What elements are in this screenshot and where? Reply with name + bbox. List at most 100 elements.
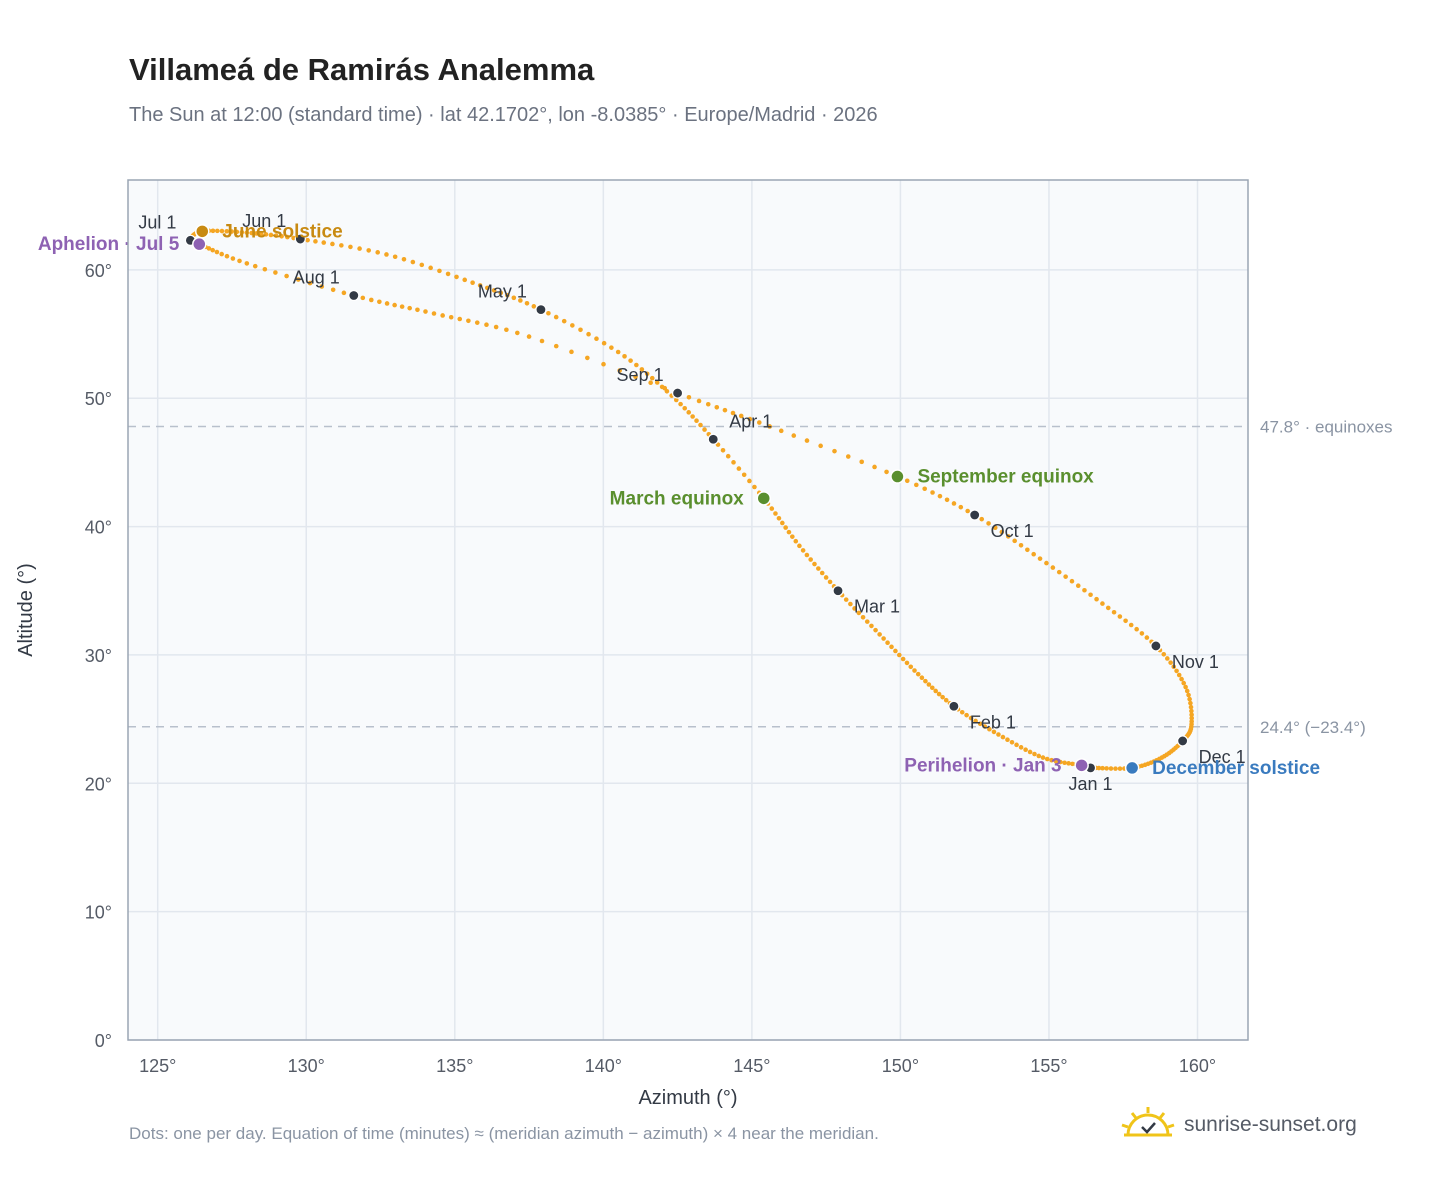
month-marker <box>948 700 960 712</box>
daily-sun-dot <box>1066 761 1071 766</box>
y-tick-label: 50° <box>85 389 112 409</box>
daily-sun-dot <box>923 678 928 684</box>
daily-sun-dot <box>219 251 224 257</box>
y-tick-label: 10° <box>85 903 112 923</box>
daily-sun-dot <box>904 660 910 666</box>
month-marker <box>832 585 844 597</box>
daily-sun-dot <box>869 623 874 629</box>
daily-sun-dot <box>1188 700 1193 706</box>
event-marker <box>192 236 207 252</box>
daily-sun-dot <box>214 249 220 255</box>
month-label: Mar 1 <box>854 597 900 617</box>
daily-sun-dot <box>864 619 870 624</box>
daily-sun-dot <box>1009 740 1015 745</box>
daily-sun-dot <box>1161 651 1167 657</box>
plot-frame <box>127 179 1249 1041</box>
daily-sun-dot <box>493 324 499 330</box>
x-tick-label: 145° <box>733 1056 770 1076</box>
daily-sun-dot <box>893 648 898 654</box>
daily-sun-dot <box>617 368 622 373</box>
daily-sun-dot <box>423 309 428 314</box>
x-tick-label: 140° <box>585 1056 622 1076</box>
daily-sun-dot <box>1005 534 1011 539</box>
daily-sun-dot <box>977 721 983 727</box>
daily-sun-dot <box>987 726 992 732</box>
daily-sun-dot <box>263 232 269 237</box>
y-tick-label: 40° <box>85 518 112 538</box>
daily-sun-dot <box>219 228 225 234</box>
daily-sun-dot <box>1100 765 1105 771</box>
daily-sun-dot <box>445 271 451 277</box>
daily-sun-dot <box>615 349 621 355</box>
daily-sun-dot <box>1053 758 1059 764</box>
daily-sun-dot <box>410 259 416 265</box>
daily-sun-dot <box>244 261 250 266</box>
daily-sun-dot <box>860 614 866 620</box>
daily-sun-dot <box>339 243 344 248</box>
daily-sun-dot <box>484 322 489 328</box>
daily-sun-dot <box>1111 609 1117 615</box>
daily-sun-dot <box>996 732 1001 737</box>
x-tick-label: 130° <box>288 1056 325 1076</box>
daily-sun-dot <box>437 268 442 274</box>
daily-sun-dot <box>736 466 742 471</box>
daily-sun-dot <box>1189 715 1194 721</box>
daily-sun-dot <box>518 298 523 303</box>
daily-sun-dot <box>929 685 935 691</box>
month-label: Jun 1 <box>242 211 286 231</box>
daily-sun-dot <box>622 354 627 359</box>
daily-sun-dot <box>1100 601 1105 606</box>
daily-sun-dot <box>731 460 736 465</box>
daily-sun-dot <box>804 438 810 443</box>
x-axis-label: Azimuth (°) <box>638 1087 737 1109</box>
daily-sun-dot <box>1168 660 1173 665</box>
daily-sun-dot <box>752 484 757 490</box>
daily-sun-dot <box>1044 756 1050 762</box>
daily-sun-dot <box>973 718 978 724</box>
daily-sun-dot <box>237 258 242 264</box>
daily-sun-dot <box>816 566 821 571</box>
daily-sun-dot <box>1082 587 1087 593</box>
daily-sun-dot <box>628 358 633 363</box>
daily-sun-dot <box>474 320 480 325</box>
y-axis-label: Altitude (°) <box>15 563 37 657</box>
daily-sun-dot <box>546 310 551 316</box>
event-markers: June solstice December solstice March equi… <box>38 221 1320 779</box>
daily-sun-dot <box>738 413 744 419</box>
daily-sun-dot <box>392 254 398 260</box>
axis-ticks: 125° 130° 135° 140° 145° 150° 155° 160° 0° 10° 20°… <box>85 261 1216 1076</box>
daily-sun-dot <box>900 656 906 662</box>
daily-sun-dot <box>889 644 894 650</box>
daily-sun-dot <box>234 229 240 235</box>
daily-sun-dot <box>769 506 775 511</box>
chart-subtitle: The Sun at 12:00 (standard time) · lat 4… <box>129 104 878 126</box>
daily-sun-dot <box>884 469 889 475</box>
daily-sun-dot <box>330 241 335 247</box>
daily-sun-dot <box>368 297 374 303</box>
daily-sun-dot <box>694 418 699 424</box>
y-tick-label: 0° <box>95 1031 112 1051</box>
daily-sun-dot <box>919 675 925 681</box>
daily-sun-dot <box>1037 556 1043 561</box>
daily-sun-dot <box>431 311 437 316</box>
daily-sun-dot <box>440 313 445 318</box>
daily-sun-dot <box>725 453 731 459</box>
daily-sun-dot <box>1188 704 1194 710</box>
daily-sun-dot <box>341 290 347 296</box>
daily-sun-dot <box>690 414 695 419</box>
event-label: Aphelion · Jul 5 <box>38 234 180 255</box>
daily-sun-dot <box>609 345 614 350</box>
daily-sun-dot <box>505 292 510 298</box>
daily-sun-dot <box>720 447 726 453</box>
daily-sun-dot <box>1123 618 1128 624</box>
daily-sun-dot <box>908 664 914 670</box>
daily-sun-dot <box>1108 766 1114 771</box>
brand[interactable]: sunrise-sunset.org <box>1120 1100 1357 1150</box>
daily-sun-dot <box>407 305 412 311</box>
chart-title: Villameá de Ramirás Analemma <box>129 52 595 87</box>
daily-sun-dot <box>586 331 591 337</box>
daily-sun-dot <box>305 237 310 243</box>
daily-sun-dot <box>1165 656 1170 661</box>
daily-sun-dot <box>531 304 537 309</box>
daily-sun-dot <box>705 401 711 407</box>
